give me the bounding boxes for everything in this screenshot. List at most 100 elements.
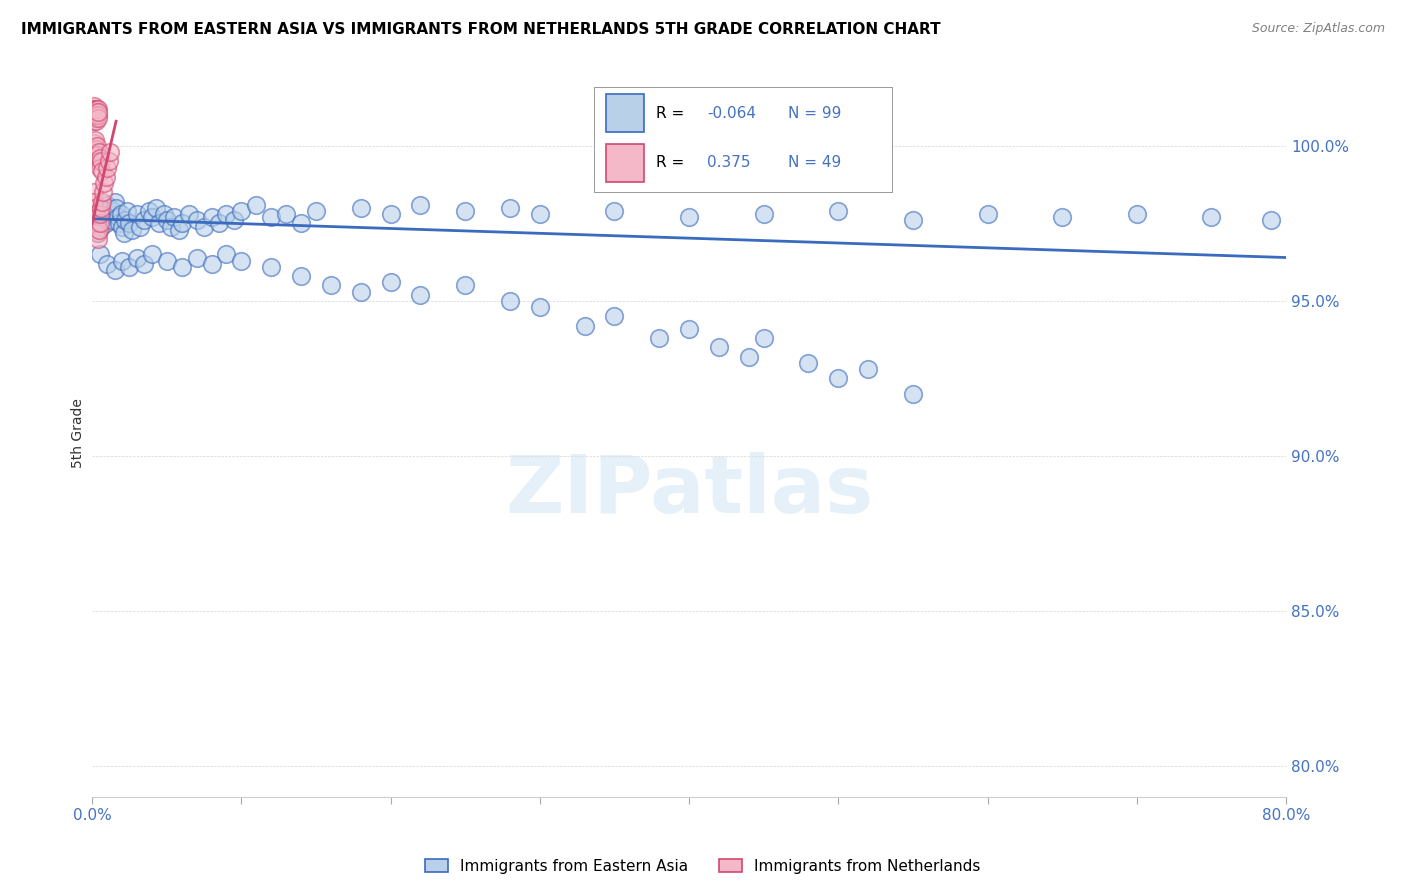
Point — [231, 253, 253, 268]
Point — [499, 201, 522, 215]
Point — [648, 331, 671, 345]
Point — [170, 217, 193, 231]
Point — [409, 198, 432, 212]
Point — [319, 278, 342, 293]
Point — [94, 217, 117, 231]
Point — [84, 108, 107, 122]
Point — [112, 226, 135, 240]
Point — [89, 152, 111, 166]
Point — [678, 211, 700, 225]
Point — [90, 163, 112, 178]
Point — [87, 145, 110, 160]
Point — [186, 251, 208, 265]
Legend: Immigrants from Eastern Asia, Immigrants from Netherlands: Immigrants from Eastern Asia, Immigrants… — [419, 853, 987, 880]
Text: ZIPatlas: ZIPatlas — [505, 452, 873, 530]
Point — [84, 201, 107, 215]
Point — [83, 104, 105, 119]
Point — [89, 247, 111, 261]
Point — [97, 207, 120, 221]
Text: Source: ZipAtlas.com: Source: ZipAtlas.com — [1251, 22, 1385, 36]
Point — [231, 204, 253, 219]
Point — [153, 207, 176, 221]
Point — [86, 217, 108, 231]
Point — [83, 145, 105, 160]
Point — [101, 204, 124, 219]
Point — [603, 204, 626, 219]
Point — [96, 257, 118, 271]
Point — [90, 219, 112, 234]
Point — [105, 201, 128, 215]
Point — [97, 154, 120, 169]
Point — [856, 362, 879, 376]
Point — [93, 204, 115, 219]
Point — [86, 108, 108, 122]
Point — [89, 213, 111, 227]
Point — [86, 148, 108, 162]
Point — [148, 217, 170, 231]
Point — [380, 207, 402, 221]
Point — [84, 104, 107, 119]
Y-axis label: 5th Grade: 5th Grade — [72, 398, 86, 467]
Point — [87, 108, 110, 122]
Point — [107, 211, 129, 225]
Point — [193, 219, 215, 234]
Point — [260, 260, 283, 274]
Point — [208, 217, 231, 231]
Point — [83, 99, 105, 113]
Point — [87, 232, 110, 246]
Point — [91, 186, 114, 200]
Point — [290, 217, 312, 231]
Point — [83, 102, 105, 116]
Point — [215, 207, 238, 221]
Point — [96, 161, 118, 175]
Point — [1125, 207, 1147, 221]
Point — [134, 257, 156, 271]
Point — [138, 204, 160, 219]
Point — [82, 102, 104, 116]
Point — [409, 287, 432, 301]
Point — [260, 211, 283, 225]
Point — [83, 114, 105, 128]
Point — [454, 278, 477, 293]
Point — [156, 253, 179, 268]
Point — [827, 204, 849, 219]
Point — [83, 186, 105, 200]
Point — [86, 139, 108, 153]
Point — [98, 201, 121, 215]
Point — [529, 207, 551, 221]
Point — [156, 213, 179, 227]
Point — [86, 104, 108, 119]
Point — [678, 322, 700, 336]
Point — [290, 269, 312, 284]
Point — [84, 114, 107, 128]
Point — [87, 154, 110, 169]
Point — [976, 207, 998, 221]
Point — [797, 356, 820, 370]
Point — [87, 111, 110, 125]
Point — [125, 251, 148, 265]
Point — [86, 226, 108, 240]
Point — [83, 194, 105, 209]
Point — [90, 201, 112, 215]
Point — [86, 217, 108, 231]
Point — [350, 285, 373, 299]
Point — [83, 136, 105, 150]
Point — [160, 219, 183, 234]
Point — [100, 213, 122, 227]
Point — [111, 219, 134, 234]
Point — [118, 260, 141, 274]
Point — [83, 111, 105, 125]
Point — [901, 213, 924, 227]
Point — [170, 260, 193, 274]
Point — [84, 207, 107, 221]
Point — [111, 253, 134, 268]
Point — [121, 222, 143, 236]
Point — [200, 257, 222, 271]
Point — [454, 204, 477, 219]
Point — [901, 387, 924, 401]
Point — [752, 207, 775, 221]
Point — [89, 207, 111, 221]
Point — [103, 194, 125, 209]
Point — [200, 211, 222, 225]
Point — [87, 222, 110, 236]
